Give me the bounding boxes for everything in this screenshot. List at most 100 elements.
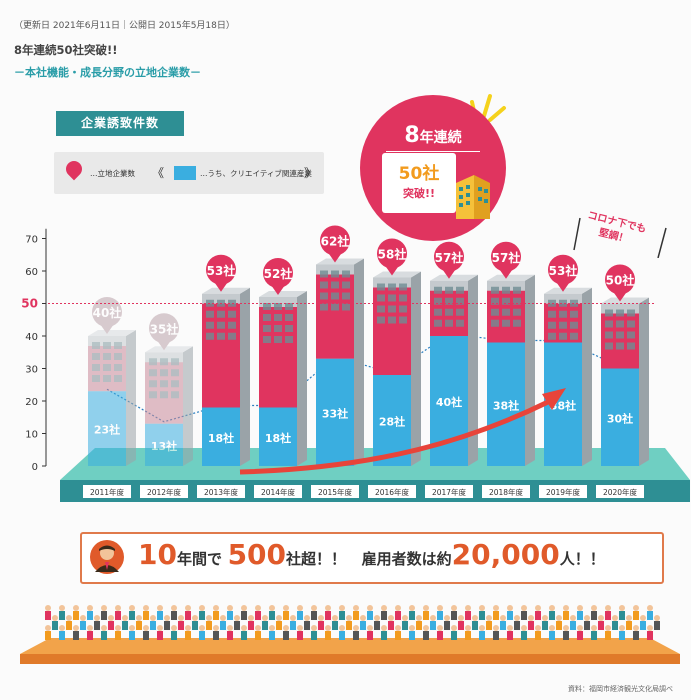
person-body [52,621,58,630]
window [377,294,385,302]
person-head [423,605,429,611]
window [445,297,453,305]
total-pin [149,313,179,344]
window [228,332,236,340]
x-label-bg [596,485,644,498]
person-body [185,611,191,620]
person-head [108,615,114,621]
person-head [87,605,93,611]
window [114,375,122,382]
person-head [115,605,121,611]
window [331,303,339,311]
stat-employees-unit: 人！！ [559,550,605,568]
person-head [213,605,219,611]
subheadline: －本社機能・成長分野の立地企業数－ [14,66,201,79]
person-body [325,631,331,640]
person-head [381,625,387,631]
legend: …立地企業数 《 …うち、クリエイティブ関連産業 》 [54,152,324,194]
creative-value-label: 13社 [151,439,177,453]
person-body [150,621,156,630]
person-body [437,631,443,640]
person-head [416,615,422,621]
person-body [178,621,184,630]
bar-creative [316,358,354,466]
window [570,310,578,318]
person-head [528,615,534,621]
person-body [87,631,93,640]
bar-group: 28社 58社 [373,238,421,466]
x-tick-label: 2013年度 [204,487,239,497]
person-body [255,611,261,620]
person-body [353,611,359,620]
person-head [192,615,198,621]
bar-side [582,287,592,466]
headline: 8年連続50社突破!! [14,43,118,57]
person-head [304,615,310,621]
summary-text: 10年間で 500社超！！ 雇用者数は約20,000人！！ [138,538,658,571]
person-body [199,631,205,640]
person-body [262,621,268,630]
person-icon [90,540,124,574]
person-head [143,605,149,611]
summary-box: 10年間で 500社超！！ 雇用者数は約20,000人！！ [80,532,664,584]
window [342,303,350,311]
total-value-label: 35社 [150,321,179,336]
window [388,316,396,324]
bar-top [601,297,649,304]
callout-line1: 50社 [398,164,440,184]
window [513,286,521,294]
window [217,310,225,318]
bar-total-segment [259,307,297,408]
person-head [654,615,660,621]
person-head [255,605,261,611]
person-body [619,631,625,640]
person-body [94,621,100,630]
bar-side [354,258,364,466]
person-head [234,615,240,621]
person-head [290,615,296,621]
stat-companies: 500 [227,538,287,571]
person-body [248,621,254,630]
person-head [444,615,450,621]
person-body [402,621,408,630]
person-body [451,631,457,640]
window [399,316,407,324]
person-head [353,625,359,631]
person-head [339,625,345,631]
total-pin [263,258,293,288]
person-body [73,631,79,640]
creative-value-label: 30社 [607,411,633,425]
x-tick-label: 2011年度 [90,487,125,497]
x-label-bg [425,485,473,498]
person-head [283,605,289,611]
window [502,286,510,294]
window [92,364,100,371]
window [616,320,624,328]
person-head [262,615,268,621]
total-value-label: 62社 [321,234,350,249]
person-head [150,615,156,621]
person-body [556,621,562,630]
window [263,303,271,310]
person-head [437,605,443,611]
person-body [577,631,583,640]
bar-side [525,274,535,466]
person-head [633,625,639,631]
creative-value-label: 33社 [322,406,348,420]
person-head [164,615,170,621]
person-head [283,625,289,631]
person-head [220,615,226,621]
bar-creative [88,391,126,466]
person-head [507,605,513,611]
window [171,358,179,366]
window [445,286,453,294]
total-value-label: 53社 [207,263,236,278]
person-body [605,631,611,640]
person-head [647,625,653,631]
total-pin [206,254,236,285]
person-head [395,605,401,611]
person-body [346,621,352,630]
person-head [157,625,163,631]
person-head [500,615,506,621]
stat-years-unit: 年間で [176,550,222,568]
